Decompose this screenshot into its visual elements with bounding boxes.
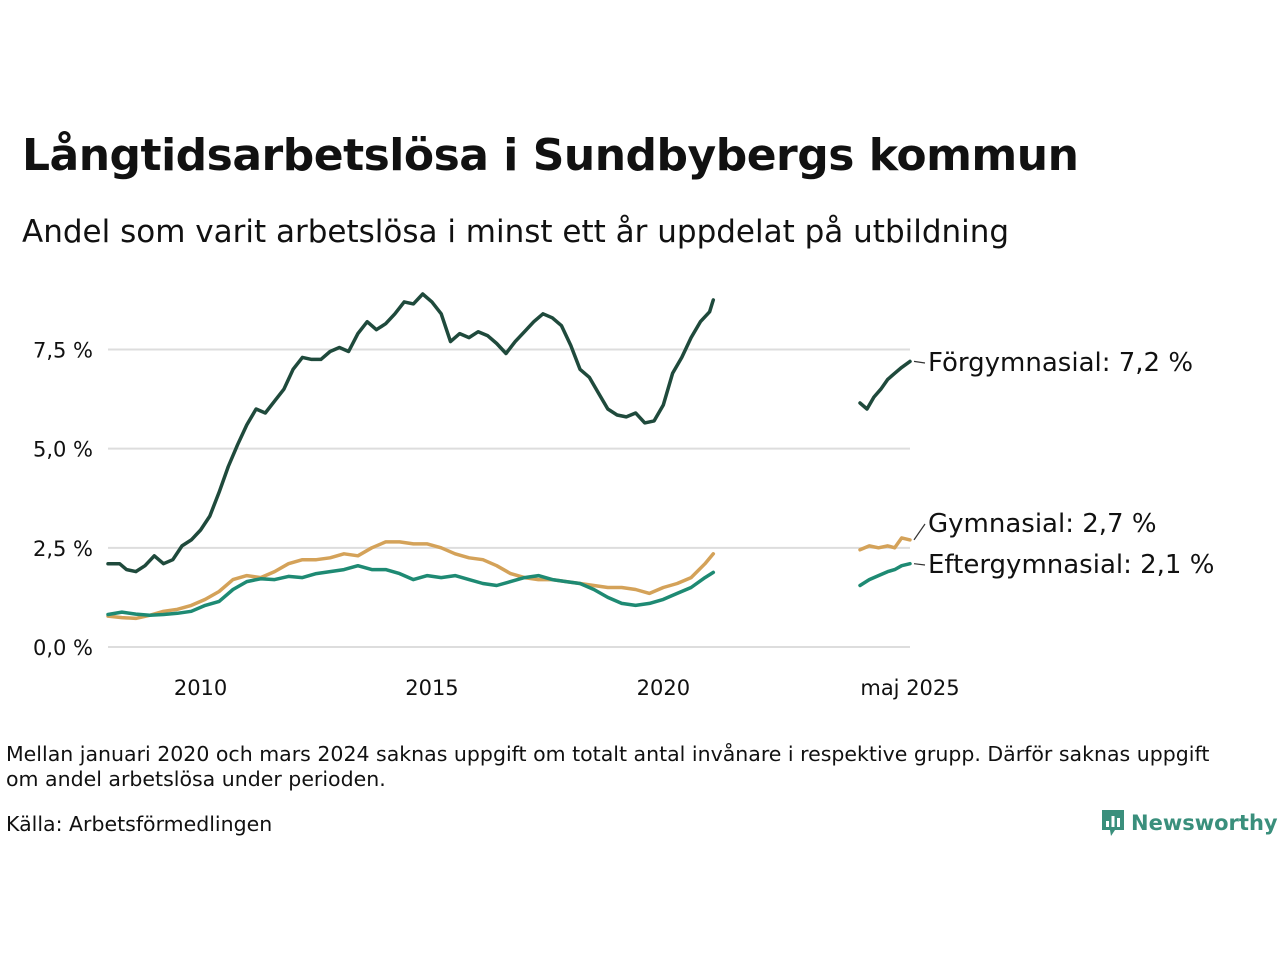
chart-subtitle: Andel som varit arbetslösa i minst ett å… — [22, 214, 1010, 250]
y-tick-label: 5,0 % — [33, 438, 93, 462]
series-label-förgymnasial: Förgymnasial: 7,2 % — [928, 348, 1193, 378]
y-tick-label: 0,0 % — [33, 636, 93, 660]
y-tick-label: 7,5 % — [33, 339, 93, 363]
x-tick-label: 2010 — [174, 676, 227, 700]
series-label-gymnasial: Gymnasial: 2,7 % — [928, 509, 1157, 539]
line-chart: 0,0 % 2,5 % 5,0 % 7,5 % 2010 2015 2020 maj 202… — [33, 292, 1214, 700]
series-line-eftergymnasial — [106, 563, 716, 618]
series-label-eftergymnasial: Eftergymnasial: 2,1 % — [928, 550, 1214, 580]
series-line-förgymnasial — [858, 359, 912, 411]
brand-name: Newsworthy — [1131, 811, 1278, 835]
y-axis-ticks: 0,0 % 2,5 % 5,0 % 7,5 % — [33, 339, 93, 661]
series-line-gymnasial — [106, 540, 716, 621]
series-line-förgymnasial — [106, 292, 716, 574]
series-labels: Förgymnasial: 7,2 % Gymnasial: 2,7 % Efter… — [913, 348, 1214, 580]
x-tick-label: 2015 — [405, 676, 458, 700]
label-leader-line — [913, 360, 926, 364]
series-line-eftergymnasial — [858, 561, 912, 588]
brand-logo: Newsworthy — [1100, 808, 1278, 838]
x-axis-ticks: 2010 2015 2020 maj 2025 — [174, 676, 960, 700]
y-tick-label: 2,5 % — [33, 537, 93, 561]
label-leader-line — [913, 523, 926, 541]
chart-title: Långtidsarbetslösa i Sundbybergs kommun — [22, 130, 1079, 181]
series-lines — [106, 292, 912, 621]
x-tick-label: 2020 — [637, 676, 690, 700]
gridlines — [108, 348, 910, 648]
series-line-gymnasial — [858, 536, 912, 552]
label-leader-line — [913, 563, 926, 566]
bar-chart-logo-icon — [1102, 810, 1124, 836]
x-tick-label: maj 2025 — [860, 676, 959, 700]
footnote: Mellan januari 2020 och mars 2024 saknas… — [6, 742, 1210, 791]
source-text: Källa: Arbetsförmedlingen — [6, 812, 273, 836]
